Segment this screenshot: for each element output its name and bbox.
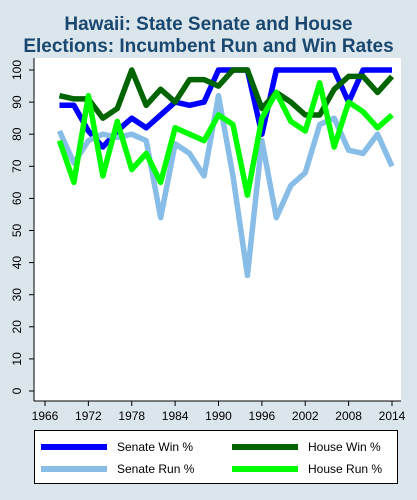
- legend-swatch: [232, 466, 298, 472]
- y-tick-label: 10: [10, 352, 24, 366]
- y-tick-label: 40: [10, 256, 24, 270]
- y-tick-label: 20: [10, 320, 24, 334]
- series-line-house-win: [58, 67, 395, 121]
- x-tick-label: 1978: [118, 409, 145, 423]
- legend-swatch: [41, 466, 107, 472]
- series-line-house-run: [56, 80, 394, 198]
- legend-swatch: [232, 444, 298, 450]
- x-tick-label: 1966: [32, 409, 59, 423]
- chart-title-line1: Hawaii: State Senate and House: [64, 14, 353, 35]
- legend-item: House Win %: [232, 437, 381, 457]
- legend-item: Senate Run %: [41, 459, 194, 479]
- y-tick-label: 100: [10, 60, 24, 80]
- x-tick-label: 1996: [249, 409, 276, 423]
- legend-label: Senate Run %: [117, 462, 195, 476]
- x-tick-label: 2014: [379, 409, 406, 423]
- axes: 0 10 20 30 40 50 60 70 80 90 100 1966 1972 1978 1984 19…: [10, 58, 406, 423]
- legend-label: Senate Win %: [117, 440, 194, 454]
- legend: Senate Win % House Win % Senate Run % House…: [34, 430, 398, 484]
- x-tick-label: 2002: [292, 409, 319, 423]
- legend-label: House Win %: [308, 440, 381, 454]
- x-tick-label: 1972: [75, 409, 102, 423]
- legend-item: House Run %: [232, 459, 382, 479]
- y-tick-label: 70: [10, 159, 24, 173]
- legend-label: House Run %: [308, 462, 383, 476]
- y-tick-label: 60: [10, 191, 24, 205]
- legend-swatch: [41, 444, 107, 450]
- x-tick-label: 1984: [162, 409, 189, 423]
- y-tick-label: 0: [10, 387, 24, 394]
- x-tick-label: 2008: [335, 409, 362, 423]
- y-tick-label: 30: [10, 288, 24, 302]
- legend-item: Senate Win %: [41, 437, 193, 457]
- y-tick-label: 50: [10, 224, 24, 238]
- series-layer: [56, 67, 395, 279]
- y-tick-label: 80: [10, 127, 24, 141]
- chart-title-line2: Elections: Incumbent Run and Win Rates: [23, 36, 394, 57]
- x-tick-label: 1990: [205, 409, 232, 423]
- y-tick-label: 90: [10, 95, 24, 109]
